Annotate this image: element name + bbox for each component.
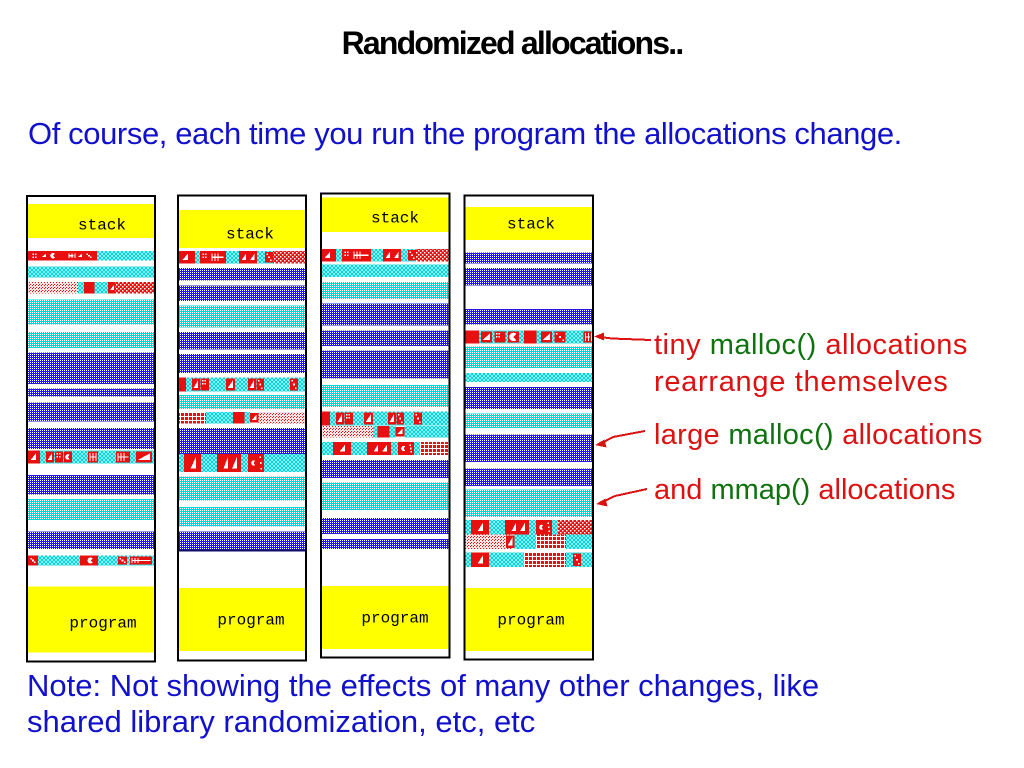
svg-text:program: program	[497, 612, 564, 630]
svg-text:stack: stack	[78, 217, 126, 235]
svg-text:program: program	[69, 615, 136, 633]
svg-text:stack: stack	[507, 216, 555, 234]
svg-text:stack: stack	[371, 210, 419, 228]
svg-text:stack: stack	[226, 226, 274, 244]
svg-text:program: program	[361, 610, 428, 628]
svg-text:program: program	[217, 612, 284, 630]
